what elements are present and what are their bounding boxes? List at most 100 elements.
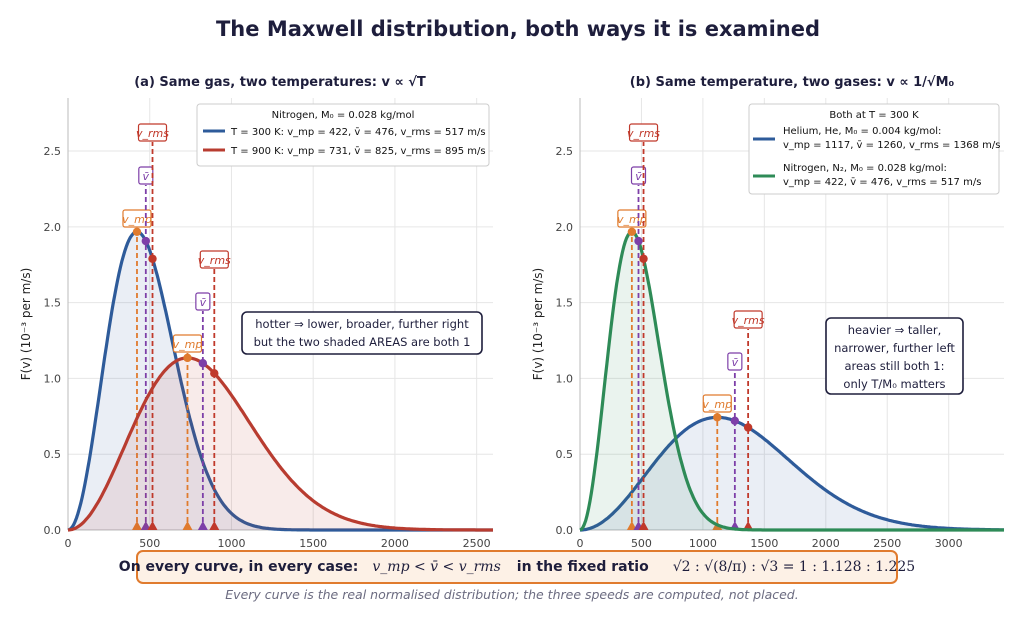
series-area — [68, 231, 493, 531]
annotation-line: narrower, further left — [834, 341, 955, 355]
annotation-line: heavier ⇒ taller, — [848, 323, 942, 337]
speed-marker-dot — [210, 369, 219, 378]
speed-marker-dot — [743, 423, 753, 432]
series-area — [68, 357, 493, 530]
x-tick-label: 2500 — [463, 537, 491, 550]
x-tick-label: 3000 — [935, 537, 963, 550]
y-tick-label: 1.0 — [44, 372, 62, 385]
speed-marker-triangle — [197, 521, 208, 530]
speed-label: v_mp — [617, 213, 647, 226]
x-tick-label: 500 — [139, 537, 160, 550]
speed-label: v̄ — [200, 296, 207, 309]
speed-label: v_rms — [198, 254, 231, 267]
speed-marker-dot — [730, 416, 740, 426]
legend-entry-detail: v_mp = 422, v̄ = 476, v_rms = 517 m/s — [783, 177, 981, 188]
speed-marker-dot — [634, 236, 643, 246]
speed-marker-dot — [198, 359, 208, 368]
speed-label: v̄ — [635, 170, 642, 183]
y-axis-label: F(v) (10⁻³ per m/s) — [531, 268, 545, 381]
legend-title: Nitrogen, M₀ = 0.028 kg/mol — [272, 110, 415, 121]
speed-marker-triangle — [182, 521, 193, 530]
x-tick-label: 0 — [577, 537, 584, 550]
x-tick-label: 2000 — [381, 537, 409, 550]
legend-entry-detail: v_mp = 1117, v̄ = 1260, v_rms = 1368 m/s — [783, 140, 1001, 151]
speed-label-box — [628, 123, 659, 142]
footer-caption: Every curve is the real normalised distr… — [225, 587, 799, 602]
series-line — [67, 356, 493, 532]
speed-marker-triangle — [131, 521, 142, 530]
legend-entry: T = 300 K: v_mp = 422, v̄ = 476, v_rms =… — [230, 127, 486, 138]
panel-title: (b) Same temperature, two gases: v ∝ 1/√… — [630, 75, 955, 90]
panel-title: (a) Same gas, two temperatures: v ∝ √T — [134, 75, 426, 90]
speed-marker-dot — [183, 353, 192, 363]
y-axis-label: F(v) (10⁻³ per m/s) — [19, 268, 33, 381]
speed-marker-triangle — [147, 521, 158, 530]
speed-marker-dot — [132, 227, 142, 236]
speed-label: v_mp — [173, 338, 203, 351]
x-tick-label: 0 — [65, 537, 72, 550]
speed-marker-dot — [639, 254, 648, 263]
speed-label-box — [727, 352, 743, 371]
speed-label: v_mp — [122, 213, 152, 226]
panel-b: 0 500 1000 1500 2000 2500 3000 0.0 0.5 1.0 1.5 2.0 2… — [531, 75, 1004, 550]
x-tick-label: 500 — [631, 537, 652, 550]
x-tick-label: 1000 — [217, 537, 245, 550]
speed-marker-triangle — [626, 521, 637, 530]
legend-box — [196, 103, 490, 167]
panel-a: 0 500 1000 1500 2000 2500 0.0 0.5 1.0 1.5 2.0 2.5 F(… — [19, 75, 493, 550]
y-tick-label: 1.5 — [556, 297, 574, 310]
y-tick-label: 2.0 — [44, 221, 62, 234]
y-tick-label: 2.5 — [44, 145, 62, 158]
legend-entry: T = 900 K: v_mp = 731, v̄ = 825, v_rms =… — [230, 146, 486, 157]
speed-label: v̄ — [732, 356, 739, 369]
y-tick-label: 0.0 — [44, 524, 62, 537]
speed-label: v̄ — [143, 170, 150, 183]
ratio-inequality: v_mp < v̄ < v_rms — [372, 559, 501, 575]
speed-label-box — [630, 166, 647, 185]
speed-label: v_mp — [702, 398, 732, 411]
legend-box — [748, 103, 1000, 195]
main-title: The Maxwell distribution, both ways it i… — [216, 17, 820, 41]
x-tick-label: 2000 — [812, 537, 840, 550]
speed-marker-triangle — [209, 521, 220, 530]
speed-marker-dot — [713, 413, 722, 422]
ratio-summary-box: On every curve, in every case: v_mp < v̄… — [119, 550, 915, 584]
speed-label: v_rms — [627, 127, 660, 140]
legend-title: Both at T = 300 K — [829, 110, 919, 121]
speed-marker-triangle — [638, 521, 649, 530]
annotation-line: hotter ⇒ lower, broader, further right — [255, 317, 469, 331]
annotation-line: but the two shaded AREAS are both 1 — [254, 335, 471, 349]
y-tick-label: 1.0 — [556, 372, 574, 385]
annotation-line: areas still both 1: — [844, 359, 944, 373]
speed-label-box — [172, 334, 203, 353]
speed-marker-dot — [148, 254, 157, 263]
speed-label-box — [199, 250, 229, 269]
speed-label: v_rms — [136, 127, 169, 140]
series-line — [579, 230, 1004, 532]
speed-marker-triangle — [140, 521, 151, 530]
y-tick-label: 0.5 — [556, 448, 574, 461]
speed-label-box — [122, 209, 152, 228]
series-line — [580, 415, 1004, 532]
ratio-value: √2 : √(8/π) : √3 = 1 : 1.128 : 1.225 — [672, 559, 916, 575]
speed-marker-triangle — [743, 521, 754, 530]
annotation-box — [241, 311, 483, 355]
x-tick-label: 1500 — [299, 537, 327, 550]
speed-label-box — [137, 123, 168, 142]
y-tick-label: 0.5 — [44, 448, 62, 461]
legend-entry: Nitrogen, N₂, M₀ = 0.028 kg/mol: — [783, 163, 947, 174]
speed-label-box — [733, 310, 763, 329]
speed-marker-dot — [627, 227, 637, 236]
speed-marker-dot — [141, 236, 151, 246]
speed-label-box — [702, 394, 732, 413]
annotation-box — [825, 317, 964, 395]
ratio-summary-mid: in the fixed ratio — [516, 559, 649, 575]
speed-label-box — [195, 292, 211, 311]
y-tick-label: 1.5 — [44, 297, 62, 310]
x-tick-label: 1500 — [750, 537, 778, 550]
ratio-summary-bold: On every curve, in every case: — [118, 559, 359, 575]
legend-entry: Helium, He, M₀ = 0.004 kg/mol: — [783, 126, 941, 137]
y-tick-label: 2.0 — [556, 221, 574, 234]
y-tick-label: 2.5 — [556, 145, 574, 158]
